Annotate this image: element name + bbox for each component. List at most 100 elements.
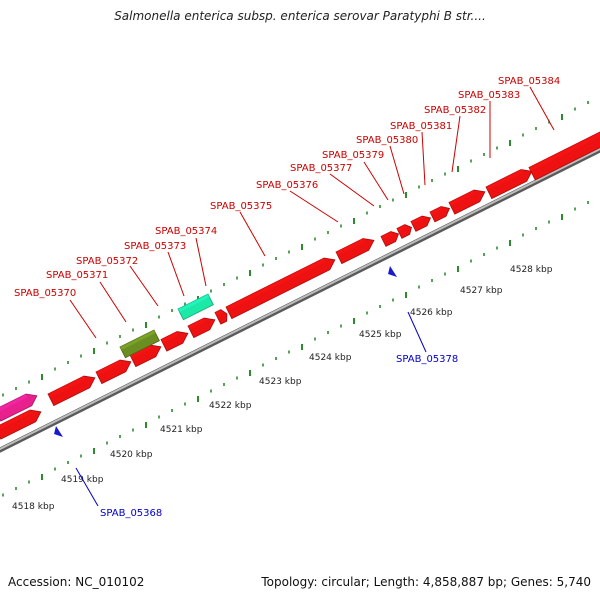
callout-spab_05384[interactable]: SPAB_05384 bbox=[498, 76, 560, 131]
callout-spab_05374[interactable]: SPAB_05374 bbox=[155, 226, 217, 287]
gene-d-highlight bbox=[130, 345, 152, 359]
scale-label: 4527 kbp bbox=[460, 286, 503, 296]
scale-label: 4519 kbp bbox=[61, 475, 104, 485]
gene-o-highlight bbox=[486, 169, 523, 191]
gene-n-highlight bbox=[449, 190, 476, 206]
callout-spab_05383[interactable]: SPAB_05383 bbox=[458, 90, 520, 158]
callout-spab_05382-leader bbox=[451, 115, 461, 173]
callout-spab_05374-leader bbox=[195, 237, 207, 287]
callout-spab_05377-leader bbox=[329, 173, 375, 207]
gene-track[interactable] bbox=[0, 131, 600, 440]
callout-spab_05379-label[interactable]: SPAB_05379 bbox=[322, 150, 384, 161]
gene-f[interactable] bbox=[187, 317, 216, 339]
callout-spab_05368-leader bbox=[75, 467, 99, 507]
gene-m-highlight bbox=[430, 206, 443, 215]
scale-label: 4524 kbp bbox=[309, 353, 352, 363]
gene-a-highlight bbox=[0, 410, 32, 430]
scale-label: 4525 kbp bbox=[359, 330, 402, 340]
gene-g[interactable] bbox=[214, 309, 228, 325]
callout-spab_05368[interactable]: SPAB_05368 bbox=[75, 467, 162, 519]
callout-spab_05370-label[interactable]: SPAB_05370 bbox=[14, 288, 76, 299]
gene-b-highlight bbox=[48, 376, 86, 398]
gene-a-body[interactable] bbox=[0, 409, 42, 440]
callout-spab_05378-label[interactable]: SPAB_05378 bbox=[396, 354, 458, 365]
callout-spab_05370-leader bbox=[69, 299, 97, 339]
callout-spab_05380-label[interactable]: SPAB_05380 bbox=[356, 135, 418, 146]
callout-spab_05370[interactable]: SPAB_05370 bbox=[14, 288, 97, 339]
callout-spab_05376[interactable]: SPAB_05376 bbox=[256, 180, 339, 223]
gene-e-highlight bbox=[161, 331, 179, 343]
callout-spab_05381[interactable]: SPAB_05381 bbox=[390, 121, 452, 186]
callout-spab_05373[interactable]: SPAB_05373 bbox=[124, 241, 186, 297]
gene-olive-highlight bbox=[120, 330, 156, 350]
callout-spab_05371[interactable]: SPAB_05371 bbox=[46, 270, 127, 323]
callout-spab_05374-label[interactable]: SPAB_05374 bbox=[155, 226, 217, 237]
callout-spab_05375-label[interactable]: SPAB_05375 bbox=[210, 201, 272, 212]
gene-h-highlight bbox=[226, 258, 326, 311]
callout-spab_05381-label[interactable]: SPAB_05381 bbox=[390, 121, 452, 132]
gene-h[interactable] bbox=[225, 257, 336, 320]
strand-marker-right bbox=[388, 266, 397, 277]
callout-spab_05373-leader bbox=[167, 251, 185, 297]
gene-c[interactable] bbox=[95, 359, 132, 385]
callout-spab_05368-label[interactable]: SPAB_05368 bbox=[100, 508, 162, 519]
callout-spab_05376-label[interactable]: SPAB_05376 bbox=[256, 180, 318, 191]
gene-aqua-highlight bbox=[178, 294, 210, 312]
upper-tick-track bbox=[2, 101, 589, 397]
gene-f-highlight bbox=[188, 318, 206, 330]
gene-callouts[interactable]: SPAB_05370 SPAB_05371 SPAB_05372 SPAB_05373… bbox=[14, 76, 560, 519]
callout-spab_05381-leader bbox=[421, 131, 426, 186]
callout-spab_05384-leader bbox=[529, 86, 555, 131]
gene-k[interactable] bbox=[396, 224, 412, 239]
gene-p[interactable] bbox=[528, 131, 600, 181]
callout-spab_05377-label[interactable]: SPAB_05377 bbox=[290, 163, 352, 174]
callout-spab_05373-label[interactable]: SPAB_05373 bbox=[124, 241, 186, 252]
callout-spab_05380[interactable]: SPAB_05380 bbox=[356, 135, 418, 195]
gene-n[interactable] bbox=[448, 189, 486, 215]
callout-spab_05379[interactable]: SPAB_05379 bbox=[322, 150, 389, 201]
gene-o[interactable] bbox=[485, 169, 533, 200]
callout-spab_05376-leader bbox=[289, 190, 339, 223]
callout-spab_05382[interactable]: SPAB_05382 bbox=[424, 105, 486, 173]
gene-g-highlight bbox=[215, 309, 223, 316]
callout-spab_05378-leader bbox=[407, 311, 427, 353]
gene-j[interactable] bbox=[380, 231, 400, 247]
gene-olive[interactable] bbox=[119, 329, 160, 359]
gene-a[interactable] bbox=[0, 409, 42, 440]
callout-spab_05383-label[interactable]: SPAB_05383 bbox=[458, 90, 520, 101]
backbone-track bbox=[0, 147, 600, 453]
callout-spab_05384-label[interactable]: SPAB_05384 bbox=[498, 76, 560, 87]
gene-c-highlight bbox=[96, 360, 122, 376]
gene-m[interactable] bbox=[429, 206, 451, 223]
scale-labels: 4518 kbp 4519 kbp 4520 kbp 4521 kbp 4522 kbp… bbox=[12, 265, 553, 512]
scale-label: 4528 kbp bbox=[510, 265, 553, 275]
callout-spab_05377[interactable]: SPAB_05377 bbox=[290, 163, 375, 207]
gene-magenta[interactable] bbox=[0, 393, 38, 422]
gene-l-highlight bbox=[411, 216, 424, 225]
gene-j-highlight bbox=[381, 231, 393, 240]
gene-e[interactable] bbox=[160, 331, 189, 352]
gene-i-highlight bbox=[336, 238, 365, 256]
scale-label: 4522 kbp bbox=[209, 401, 252, 411]
gene-h-body[interactable] bbox=[225, 257, 336, 320]
callout-spab_05382-label[interactable]: SPAB_05382 bbox=[424, 105, 486, 116]
lower-tick-track bbox=[2, 201, 589, 497]
callout-spab_05372[interactable]: SPAB_05372 bbox=[76, 256, 159, 307]
marker-track bbox=[54, 266, 397, 437]
callout-spab_05371-leader bbox=[99, 281, 127, 323]
scale-label: 4520 kbp bbox=[110, 450, 153, 460]
callout-spab_05371-label[interactable]: SPAB_05371 bbox=[46, 270, 108, 281]
callout-spab_05372-label[interactable]: SPAB_05372 bbox=[76, 256, 138, 267]
gene-k-highlight bbox=[397, 224, 407, 232]
gene-b[interactable] bbox=[47, 375, 96, 407]
callout-spab_05378[interactable]: SPAB_05378 bbox=[396, 311, 458, 365]
backbone-highlight bbox=[0, 147, 600, 451]
callout-spab_05379-leader bbox=[363, 161, 389, 201]
gene-aqua[interactable] bbox=[177, 293, 214, 321]
callout-spab_05372-leader bbox=[129, 265, 159, 307]
gene-l[interactable] bbox=[410, 215, 432, 232]
callout-spab_05375[interactable]: SPAB_05375 bbox=[210, 201, 272, 257]
gene-i[interactable] bbox=[335, 238, 375, 265]
scale-label: 4518 kbp bbox=[12, 502, 55, 512]
